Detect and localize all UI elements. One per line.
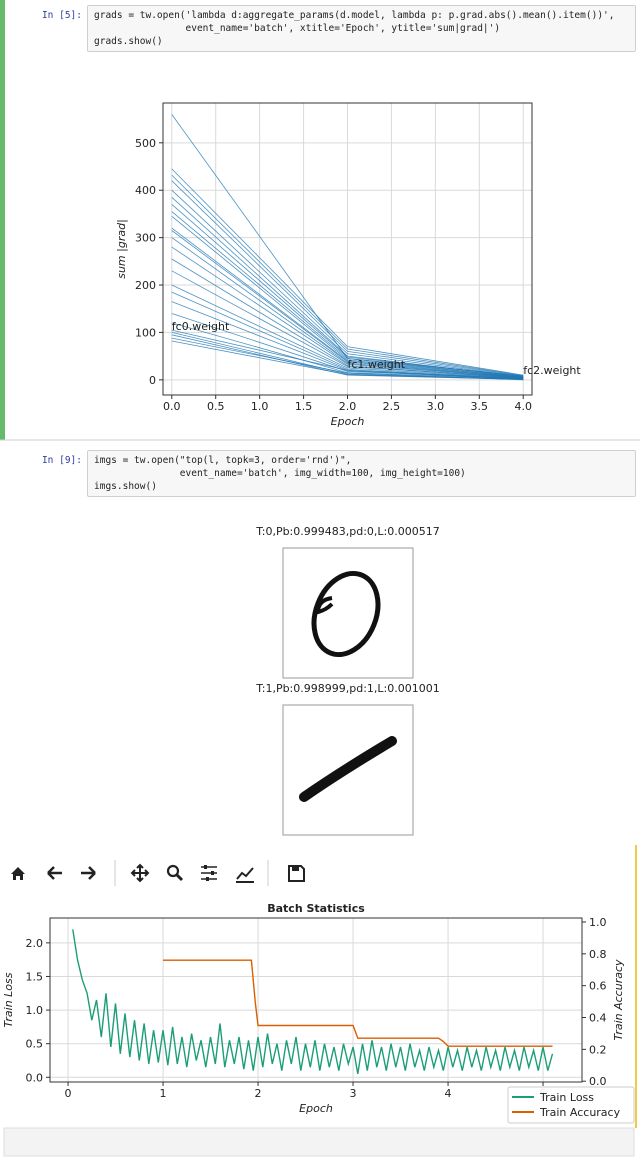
line-series [72, 929, 554, 1075]
code-cell[interactable]: imgs = tw.open("top(l, topk=3, order='rn… [87, 450, 636, 497]
x-tick-label: 4 [445, 1087, 452, 1100]
zoom-button[interactable] [166, 864, 180, 878]
line-series [171, 237, 524, 378]
forward-button[interactable] [81, 866, 96, 880]
y-tick-label: 0.0 [26, 1071, 44, 1084]
x-axis-label: Epoch [331, 415, 365, 428]
back-button[interactable] [47, 866, 62, 880]
y-tick-label: 200 [135, 279, 156, 292]
y-tick-label: 100 [135, 326, 156, 339]
home-button[interactable] [11, 867, 25, 880]
y-tick-label: 500 [135, 137, 156, 150]
x-tick-label: 3.0 [427, 400, 445, 413]
y-tick-label: 0 [149, 374, 156, 387]
code-line: event_name='batch', img_width=100, img_h… [94, 468, 466, 479]
y-tick-label: 1.5 [26, 970, 44, 983]
line-series [171, 174, 524, 376]
line-series [171, 204, 524, 377]
x-tick-label: 3 [350, 1087, 357, 1100]
annotation: fc1.weight [348, 358, 406, 371]
line-series [171, 329, 524, 380]
plot-frame [49, 917, 583, 1083]
legend-box [507, 1086, 635, 1124]
save-button[interactable] [288, 865, 305, 882]
line-series [171, 180, 524, 377]
x-tick-label: 1.0 [251, 400, 269, 413]
pan-button[interactable] [130, 863, 150, 883]
x-tick-label: 2.5 [383, 400, 401, 413]
edit-axis-button[interactable] [236, 867, 254, 883]
line-series [171, 227, 524, 378]
line-series [171, 322, 524, 380]
code-line: event_name='batch', xtitle='Epoch', ytit… [94, 23, 501, 34]
y2-tick-label: 1.0 [589, 916, 607, 929]
digit-zero [311, 570, 381, 658]
line-series [171, 284, 524, 379]
line-series [171, 340, 524, 380]
annotation: fc0.weight [172, 320, 230, 333]
y2-tick-label: 0.0 [589, 1075, 607, 1088]
y2-axis-label: Train Accuracy [612, 959, 625, 1041]
digit-one [299, 736, 397, 802]
x-tick-label: 0 [65, 1087, 72, 1100]
y-tick-label: 2.0 [26, 937, 44, 950]
x-tick-label: 1 [160, 1087, 167, 1100]
line-series [163, 959, 553, 1047]
x-tick-label: 2 [255, 1087, 262, 1100]
y-tick-label: 300 [135, 232, 156, 245]
y-tick-label: 1.0 [26, 1004, 44, 1017]
x-tick-label: 1.5 [295, 400, 313, 413]
y-tick-label: 400 [135, 184, 156, 197]
line-series [171, 168, 524, 376]
chart-title: Batch Statistics [267, 902, 365, 915]
line-series [171, 270, 524, 379]
image-frame [282, 547, 414, 679]
code-line: imgs = tw.open("top(l, topk=3, order='rn… [94, 455, 352, 466]
x-tick-label: 3.5 [471, 400, 489, 413]
selected-cell-bar [0, 0, 5, 440]
annotation: fc2.weight [523, 364, 581, 377]
widget-footer [3, 1127, 635, 1157]
code-cell[interactable]: grads = tw.open('lambda d:aggregate_para… [87, 5, 636, 52]
y2-tick-label: 0.8 [589, 948, 607, 961]
plot-frame [162, 102, 533, 396]
y2-tick-label: 0.2 [589, 1043, 607, 1056]
y-tick-label: 0.5 [26, 1038, 44, 1051]
y-axis-label: Train Loss [2, 972, 15, 1027]
x-tick-label: 0.0 [163, 400, 181, 413]
x-tick-label: 0.5 [207, 400, 225, 413]
image-title: T:0,Pb:0.999483,pd:0,L:0.000517 [255, 525, 440, 538]
y2-tick-label: 0.6 [589, 980, 607, 993]
y2-tick-label: 0.4 [589, 1012, 607, 1025]
image-title: T:1,Pb:0.998999,pd:1,L:0.001001 [255, 682, 440, 695]
legend-label: Train Accuracy [539, 1106, 621, 1119]
y-axis-label: sum |grad| [115, 219, 128, 279]
line-series [171, 215, 524, 378]
line-series [171, 189, 524, 377]
code-line: grads.show() [94, 36, 163, 47]
cell-prompt: In [5]: [41, 10, 82, 21]
code-line: grads = tw.open('lambda d:aggregate_para… [94, 10, 615, 21]
legend-label: Train Loss [539, 1091, 594, 1104]
line-series [171, 246, 524, 379]
x-tick-label: 4.0 [514, 400, 532, 413]
code-line: imgs.show() [94, 481, 157, 492]
x-tick-label: 2.0 [339, 400, 357, 413]
x-axis-label: Epoch [299, 1102, 333, 1115]
cell-prompt: In [9]: [41, 455, 82, 466]
toolbar [11, 860, 305, 886]
